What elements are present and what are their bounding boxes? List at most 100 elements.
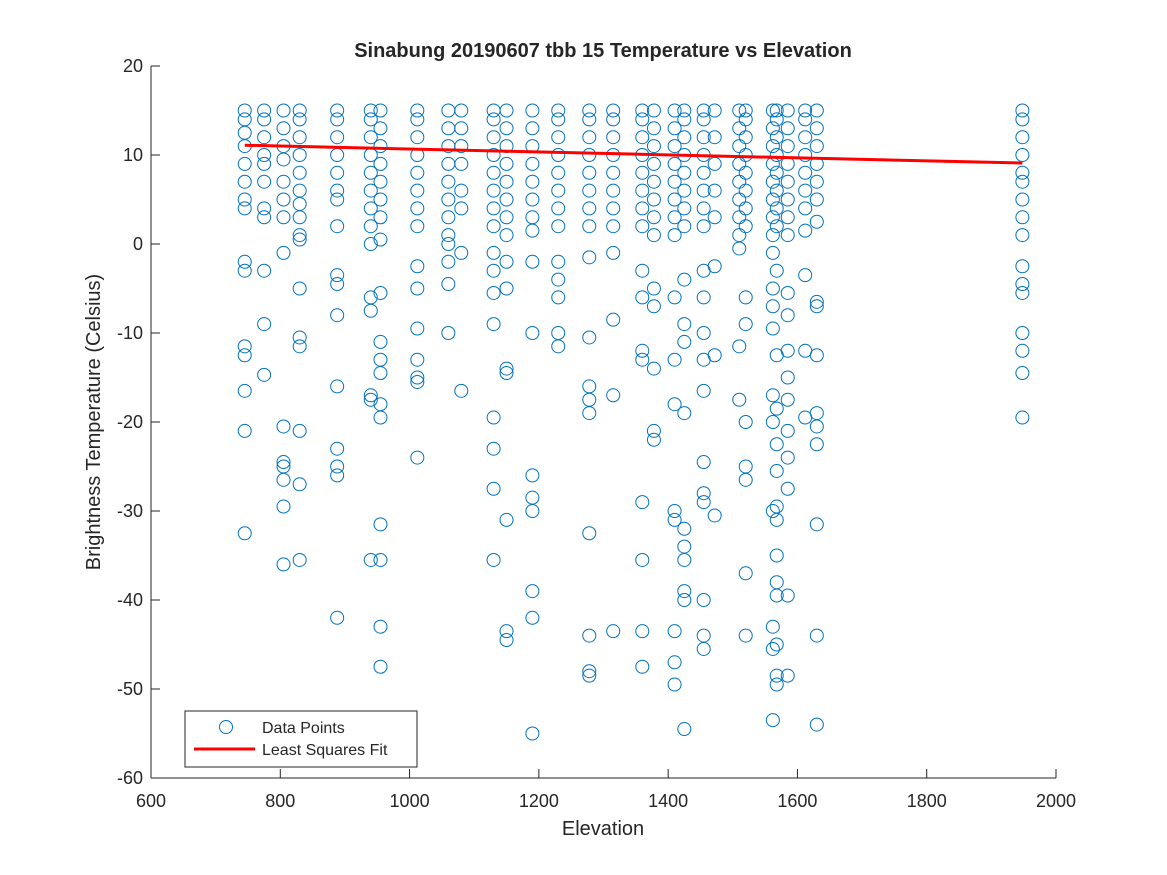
data-point — [276, 174, 291, 189]
data-point — [330, 183, 345, 198]
data-point — [373, 156, 388, 171]
data-point — [707, 210, 722, 225]
data-point — [738, 130, 753, 145]
data-point — [582, 148, 597, 162]
data-point — [780, 192, 795, 207]
data-point — [769, 677, 784, 692]
data-point — [525, 156, 540, 171]
data-point — [551, 103, 566, 118]
data-point — [780, 370, 795, 385]
data-point — [769, 183, 784, 198]
data-point — [606, 103, 621, 118]
data-point — [499, 210, 514, 225]
data-point — [769, 512, 784, 527]
data-point — [257, 174, 272, 189]
data-point — [765, 299, 780, 314]
data-point — [1015, 228, 1030, 243]
data-point — [363, 388, 378, 403]
data-point — [707, 508, 722, 523]
data-point — [769, 219, 784, 234]
data-point — [582, 526, 597, 541]
data-point — [798, 268, 813, 283]
data-point — [732, 241, 747, 256]
data-point — [738, 201, 753, 216]
axes-background — [151, 66, 1056, 778]
data-point — [237, 103, 252, 118]
data-point — [738, 183, 753, 198]
data-point — [769, 548, 784, 563]
data-point — [276, 103, 291, 118]
data-point — [667, 504, 682, 518]
data-point — [363, 103, 378, 118]
data-point — [765, 139, 780, 154]
data-point — [499, 254, 514, 269]
data-point — [237, 526, 252, 541]
data-point — [696, 383, 711, 398]
data-point — [606, 624, 621, 639]
data-point — [582, 628, 597, 643]
data-point — [707, 259, 722, 274]
chart-title: Sinabung 20190607 tbb 15 Temperature vs … — [354, 40, 852, 62]
legend-label-data-points: Data Points — [262, 720, 345, 737]
data-point — [798, 130, 813, 145]
data-point — [257, 112, 272, 127]
data-point — [646, 156, 661, 171]
data-point — [780, 139, 795, 154]
data-point — [582, 664, 597, 679]
data-point — [551, 112, 566, 127]
data-point — [486, 552, 501, 567]
x-axis-ticks: 600 800 1000 1200 1400 1600 1800 2000 — [136, 769, 1076, 811]
data-point — [606, 388, 621, 403]
data-point — [292, 330, 307, 345]
data-point — [677, 272, 692, 287]
data-point — [486, 441, 501, 456]
data-point — [551, 183, 566, 198]
data-point — [809, 348, 824, 363]
data-point — [677, 112, 692, 127]
data-point — [798, 112, 813, 127]
data-point — [582, 219, 597, 234]
data-point — [410, 130, 425, 145]
data-point — [582, 250, 597, 265]
data-point — [373, 174, 388, 189]
data-point — [499, 156, 514, 171]
data-point — [410, 219, 425, 234]
data-point — [606, 201, 621, 216]
x-tick-label: 1000 — [390, 791, 430, 811]
data-point — [373, 192, 388, 207]
data-point — [696, 486, 711, 501]
data-point — [769, 148, 784, 162]
data-point — [373, 103, 388, 118]
data-point — [486, 148, 501, 162]
data-point — [1015, 192, 1030, 207]
data-point — [1015, 210, 1030, 225]
data-point — [667, 228, 682, 243]
data-point — [769, 463, 784, 478]
data-point — [707, 183, 722, 198]
data-point — [696, 112, 711, 127]
data-point — [738, 103, 753, 118]
data-point — [809, 437, 824, 452]
data-point — [780, 450, 795, 465]
data-point — [486, 263, 501, 278]
data-point — [667, 624, 682, 639]
data-point — [551, 165, 566, 180]
data-point — [606, 183, 621, 198]
data-point — [769, 112, 784, 127]
y-tick-label: -40 — [117, 590, 143, 610]
data-point — [809, 103, 824, 118]
data-point — [499, 103, 514, 118]
data-point — [696, 183, 711, 198]
data-point — [363, 165, 378, 180]
data-point — [410, 201, 425, 216]
data-point — [276, 499, 291, 514]
data-point — [677, 317, 692, 332]
data-point — [454, 103, 469, 118]
data-point — [292, 477, 307, 492]
data-point — [765, 388, 780, 403]
data-point — [330, 459, 345, 474]
data-point — [373, 285, 388, 300]
data-point — [582, 130, 597, 145]
data-point — [441, 174, 456, 189]
data-point — [635, 263, 650, 278]
